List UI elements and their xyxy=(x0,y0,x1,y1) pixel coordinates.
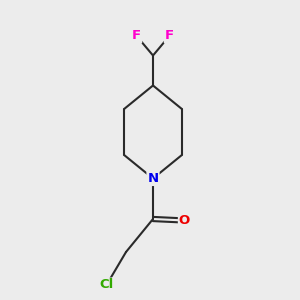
Text: N: N xyxy=(147,172,159,185)
Text: Cl: Cl xyxy=(99,278,114,292)
Text: O: O xyxy=(179,214,190,227)
Text: F: F xyxy=(132,29,141,43)
Text: F: F xyxy=(165,29,174,43)
